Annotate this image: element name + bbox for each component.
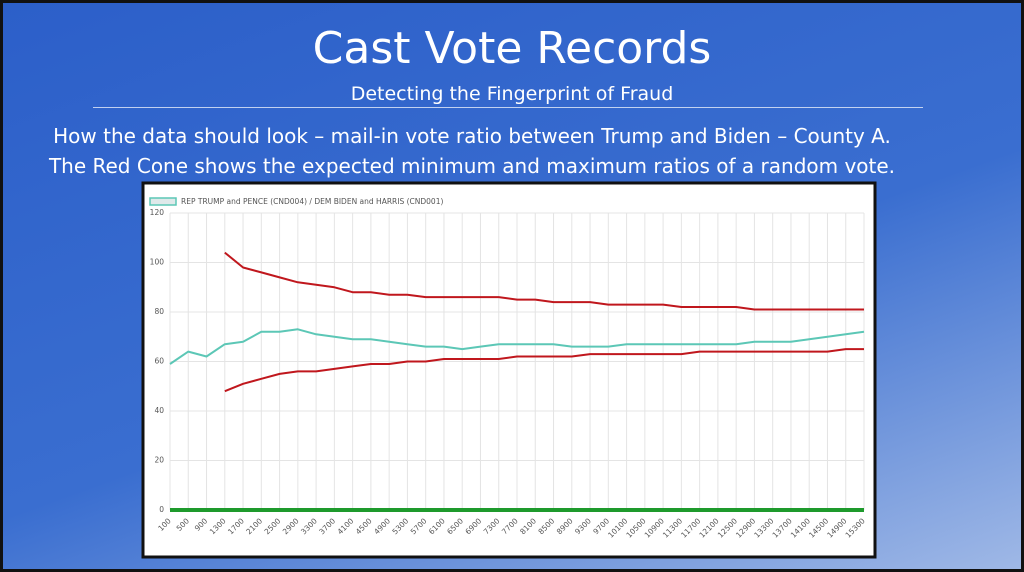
separator (93, 107, 923, 108)
series-line (169, 328, 865, 365)
slide-text: The Red Cone shows the expected minimum … (48, 154, 896, 178)
slide-subtitle: Detecting the Fingerprint of Fraud (350, 83, 674, 105)
legend-swatch (149, 197, 177, 206)
y-tick-label: 0 (159, 505, 164, 514)
y-tick-label: 20 (154, 456, 164, 465)
y-tick-label: 60 (154, 357, 164, 366)
series-line (224, 251, 864, 311)
y-tick-label: 100 (150, 258, 165, 267)
y-tick-label: 80 (154, 307, 164, 316)
y-tick-label: 120 (150, 208, 165, 217)
series-line (224, 348, 864, 393)
legend-label: REP TRUMP and PENCE (CND004) / DEM BIDEN… (181, 197, 443, 206)
slide-text: How the data should look – mail-in vote … (53, 124, 891, 148)
chart-frame (141, 181, 877, 559)
y-tick-label: 40 (154, 406, 164, 415)
slide-title: Cast Vote Records (312, 23, 712, 74)
